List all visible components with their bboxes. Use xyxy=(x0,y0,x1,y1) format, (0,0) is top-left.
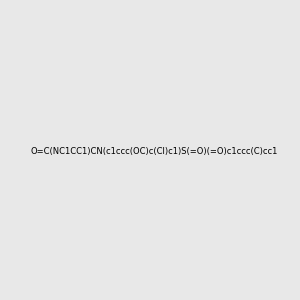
Text: O=C(NC1CC1)CN(c1ccc(OC)c(Cl)c1)S(=O)(=O)c1ccc(C)cc1: O=C(NC1CC1)CN(c1ccc(OC)c(Cl)c1)S(=O)(=O)… xyxy=(30,147,278,156)
